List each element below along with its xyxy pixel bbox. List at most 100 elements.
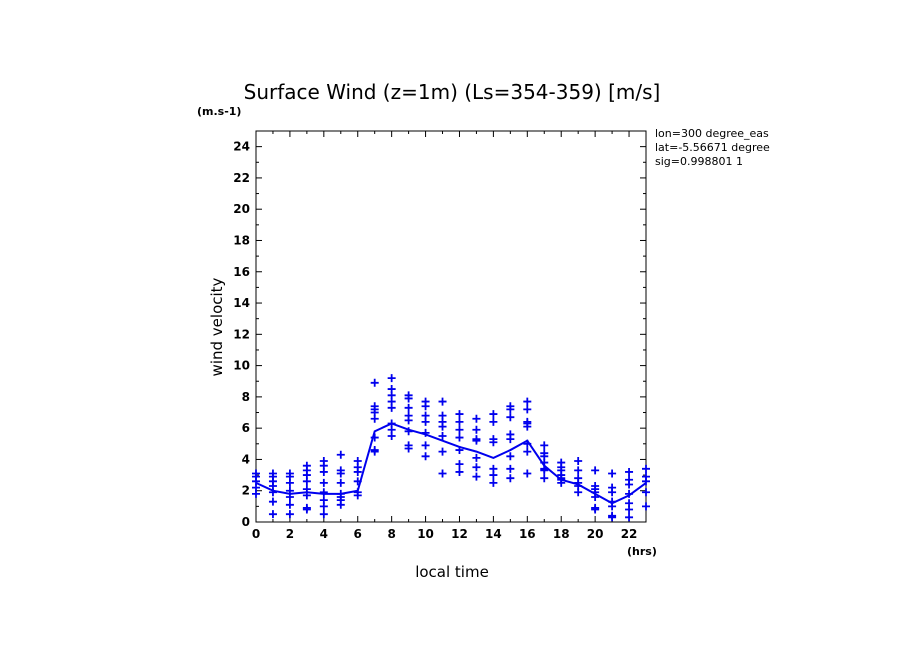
data-point (319, 467, 328, 476)
data-point (285, 478, 294, 487)
data-point (438, 447, 447, 456)
data-point (319, 478, 328, 487)
x-tick-label: 0 (252, 527, 260, 541)
data-point (285, 510, 294, 519)
data-point (506, 405, 515, 414)
data-point (336, 500, 345, 509)
data-point (574, 488, 583, 497)
y-tick-label: 24 (233, 140, 250, 154)
data-point (472, 453, 481, 462)
y-axis-label: wind velocity (208, 277, 226, 376)
data-point (472, 414, 481, 423)
data-point (285, 492, 294, 501)
data-point (489, 471, 498, 480)
data-point (506, 464, 515, 473)
data-point (438, 422, 447, 431)
x-tick-label: 16 (519, 527, 536, 541)
data-point (506, 435, 515, 444)
data-point (387, 403, 396, 412)
data-point (472, 436, 481, 445)
x-axis-unit: (hrs) (627, 545, 657, 558)
data-point (625, 467, 634, 476)
data-point (404, 444, 413, 453)
data-point (387, 374, 396, 383)
y-tick-label: 12 (233, 327, 250, 341)
y-tick-label: 22 (233, 171, 250, 185)
data-point (455, 433, 464, 442)
y-tick-label: 20 (233, 202, 250, 216)
data-marks (252, 374, 650, 522)
data-point (472, 463, 481, 472)
data-point (455, 410, 464, 419)
x-tick-label: 10 (417, 527, 434, 541)
data-point (336, 450, 345, 459)
data-point (319, 502, 328, 511)
data-point (302, 491, 311, 500)
data-point (574, 466, 583, 475)
data-point (506, 413, 515, 422)
data-point (353, 491, 362, 500)
data-point (523, 405, 532, 414)
annotation-lon: lon=300 degree_eas (655, 127, 769, 140)
data-point (608, 488, 617, 497)
data-point (591, 466, 600, 475)
data-point (421, 452, 430, 461)
data-point (455, 460, 464, 469)
y-tick-label: 0 (242, 515, 250, 529)
x-tick-label: 2 (286, 527, 294, 541)
data-point (625, 480, 634, 489)
data-point (642, 477, 650, 486)
data-point (523, 422, 532, 431)
y-tick-label: 10 (233, 359, 250, 373)
data-point (608, 513, 617, 522)
data-point (523, 397, 532, 406)
data-point (608, 469, 617, 478)
y-tick-label: 2 (242, 484, 250, 498)
data-point (642, 502, 650, 511)
x-tick-label: 4 (320, 527, 328, 541)
data-point (506, 474, 515, 483)
data-point (302, 505, 311, 514)
data-point (455, 467, 464, 476)
data-point (252, 489, 260, 498)
y-axis-unit: (m.s-1) (197, 105, 241, 118)
x-tick-label: 20 (587, 527, 604, 541)
data-point (489, 417, 498, 426)
plot-frame (255, 130, 647, 523)
data-point (642, 488, 650, 497)
data-point (404, 403, 413, 412)
data-point (472, 425, 481, 434)
data-point (591, 492, 600, 501)
data-point (319, 488, 328, 497)
data-point (387, 431, 396, 440)
series-line (255, 422, 647, 505)
data-point (523, 439, 532, 448)
x-tick-label: 8 (387, 527, 395, 541)
data-point (421, 417, 430, 426)
data-point (319, 510, 328, 519)
y-tick-label: 16 (233, 265, 250, 279)
annotation-lat: lat=-5.56671 degree (655, 141, 770, 154)
data-point (370, 433, 379, 442)
data-point (421, 441, 430, 450)
data-point (370, 414, 379, 423)
data-point (540, 474, 549, 483)
data-point (489, 478, 498, 487)
data-point (608, 502, 617, 511)
y-tick-label: 18 (233, 233, 250, 247)
y-tick-label: 14 (233, 296, 250, 310)
x-tick-label: 22 (621, 527, 638, 541)
data-point (472, 472, 481, 481)
x-tick-label: 14 (485, 527, 502, 541)
data-point (404, 416, 413, 425)
data-point (489, 438, 498, 447)
data-point (285, 500, 294, 509)
data-point (523, 447, 532, 456)
data-point (404, 427, 413, 436)
data-point (591, 505, 600, 514)
data-point (625, 489, 634, 498)
data-point (336, 478, 345, 487)
y-tick-label: 6 (242, 421, 250, 435)
